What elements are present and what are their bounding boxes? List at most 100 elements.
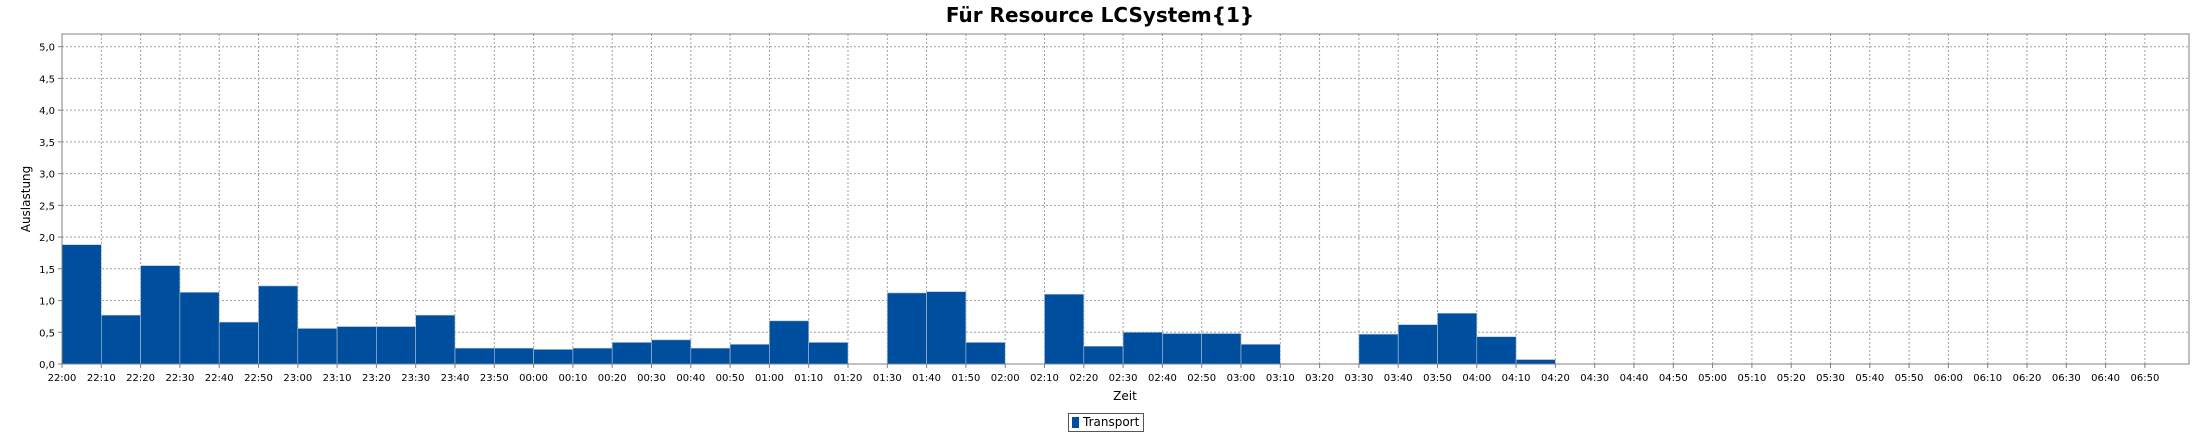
x-tick-label: 01:00 [755,373,784,384]
bar [1162,333,1203,365]
y-tick-label: 3,5 [39,138,55,149]
bar [769,320,810,365]
x-tick-label: 05:40 [1855,373,1884,384]
x-tick-label: 22:00 [48,373,77,384]
x-tick-label: 05:00 [1698,373,1727,384]
x-tick-label: 03:10 [1266,373,1295,384]
bar [1515,359,1556,365]
bar [886,292,927,365]
bar [808,342,849,365]
bar [454,347,495,365]
x-tick-label: 23:20 [362,373,391,384]
bar [1476,336,1517,365]
x-tick-label: 06:30 [2052,373,2081,384]
x-tick-label: 02:50 [1187,373,1216,384]
x-tick-label: 02:20 [1069,373,1098,384]
x-tick-label: 00:40 [676,373,705,384]
x-tick-label: 00:10 [558,373,587,384]
bar [493,347,534,365]
bar [1044,293,1085,365]
x-tick-label: 04:40 [1620,373,1649,384]
bar [376,326,416,365]
x-tick-label: 06:00 [1934,373,1963,384]
bar [611,342,652,365]
legend-swatch-transport [1072,417,1079,428]
x-tick-label: 22:30 [165,373,194,384]
x-tick-label: 02:10 [1030,373,1059,384]
y-tick-label: 1,0 [39,297,55,308]
bar [1437,312,1478,365]
x-tick-label: 06:40 [2091,373,2120,384]
x-tick-label: 03:20 [1305,373,1334,384]
x-tick-label: 02:00 [991,373,1020,384]
bar [926,291,967,365]
bar [651,339,692,365]
y-tick-label: 2,0 [39,233,55,244]
x-tick-label: 01:50 [951,373,980,384]
x-tick-label: 04:30 [1580,373,1609,384]
y-tick-label: 5,0 [39,43,55,54]
x-tick-label: 05:10 [1737,373,1766,384]
chart-title: Für Resource LCSystem{1} [945,3,1255,27]
grid-lines [61,34,2189,365]
x-tick-label: 04:00 [1462,373,1491,384]
x-tick-label: 03:50 [1423,373,1452,384]
bar [218,321,259,365]
x-tick-label: 03:30 [1344,373,1373,384]
x-tick-label: 06:50 [2130,373,2159,384]
bar [1122,331,1163,365]
x-tick-label: 01:40 [912,373,941,384]
x-tick-label: 05:30 [1816,373,1845,384]
x-tick-label: 01:30 [873,373,902,384]
x-tick-label: 05:20 [1777,373,1806,384]
bar [1397,324,1438,365]
bar [533,349,574,365]
x-tick-label: 04:50 [1659,373,1688,384]
x-tick-label: 23:00 [283,373,312,384]
x-tick-label: 00:30 [637,373,666,384]
x-axis-ticks: 22:00 22:10 22:20 22:30 22:40 22:50 23:00 23:10… [48,364,2159,384]
y-tick-label: 1,5 [39,265,55,276]
y-tick-label: 3,0 [39,170,55,181]
x-tick-label: 03:00 [1227,373,1256,384]
plot-area-border [61,33,2190,365]
bar [297,328,338,365]
legend: Transport [1068,413,1145,432]
bar [415,314,456,365]
x-tick-label: 03:40 [1384,373,1413,384]
bar [179,291,220,365]
x-tick-label: 22:50 [244,373,273,384]
bar [1358,333,1399,365]
x-tick-label: 23:40 [441,373,470,384]
x-tick-label: 04:20 [1541,373,1570,384]
x-tick-label: 02:30 [1109,373,1138,384]
x-tick-label: 00:50 [716,373,745,384]
y-tick-label: 4,5 [39,74,55,85]
x-tick-label: 23:30 [401,373,430,384]
x-tick-label: 22:40 [205,373,234,384]
x-tick-label: 22:20 [126,373,155,384]
x-tick-label: 23:10 [323,373,352,384]
y-tick-label: 0,5 [39,328,55,339]
x-tick-label: 02:40 [1148,373,1177,384]
y-tick-label: 2,5 [39,201,55,212]
bar [1083,345,1124,365]
bar [965,342,1006,365]
bar [258,285,299,365]
x-axis-label: Zeit [1113,389,1137,403]
x-tick-label: 04:10 [1502,373,1531,384]
y-axis-label: Auslastung [19,166,33,233]
x-tick-label: 23:50 [480,373,509,384]
bar-series [61,244,1556,365]
x-tick-label: 06:20 [2013,373,2042,384]
bar [61,244,102,365]
bar [336,326,377,365]
bar [1201,333,1242,365]
x-tick-label: 01:20 [834,373,863,384]
bar [140,265,181,365]
x-tick-label: 05:50 [1895,373,1924,384]
x-tick-label: 06:10 [1973,373,2002,384]
x-tick-label: 00:00 [519,373,548,384]
bar [690,347,731,365]
